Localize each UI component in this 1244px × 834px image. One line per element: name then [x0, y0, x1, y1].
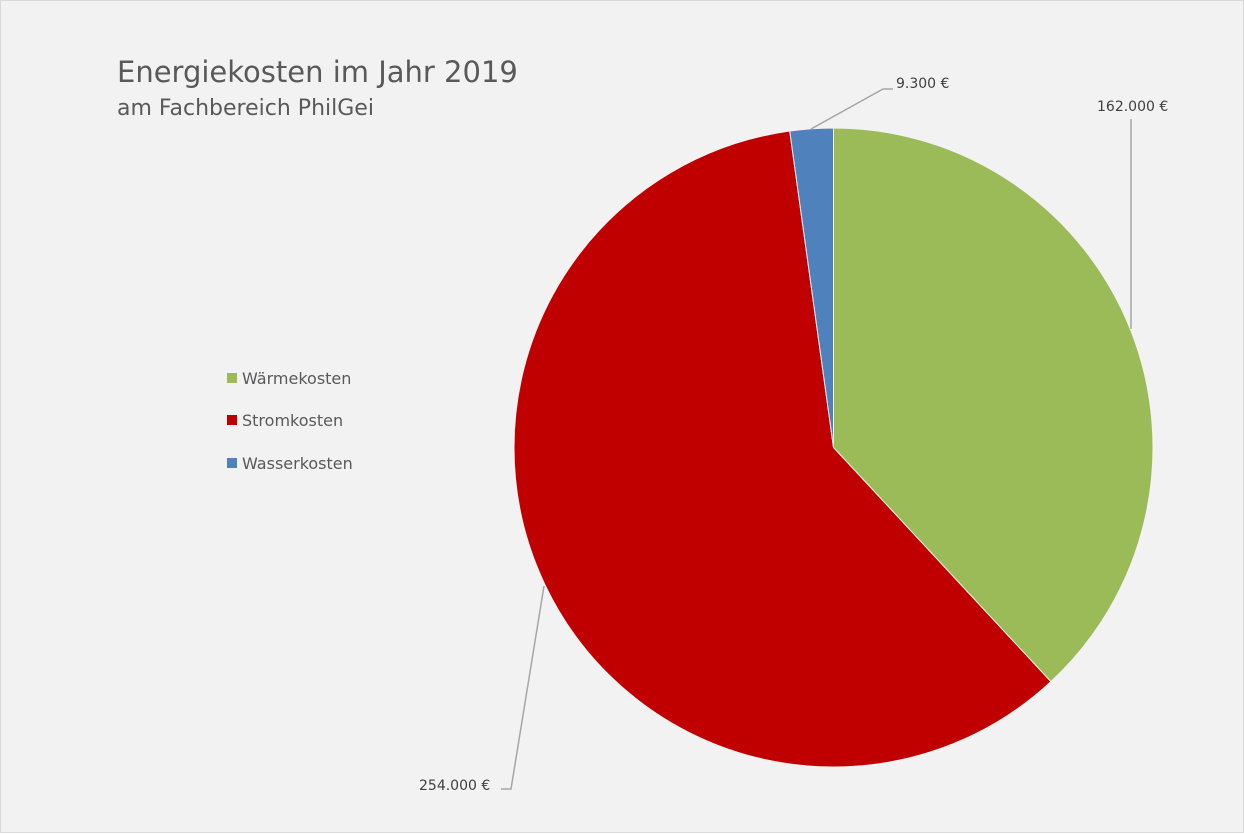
pie-slice-stromkosten	[513, 130, 1052, 768]
chart-title: Energiekosten im Jahr 2019	[117, 55, 518, 89]
legend-label-waermekosten: Wärmekosten	[242, 369, 351, 388]
legend: Wärmekosten Stromkosten Wasserkosten	[227, 369, 353, 473]
data-label-stromkosten: 254.000 €	[419, 778, 490, 794]
legend-swatch-wasserkosten	[227, 458, 237, 468]
leader-line-stromkosten	[501, 585, 545, 790]
legend-swatch-stromkosten	[227, 415, 237, 425]
legend-label-stromkosten: Stromkosten	[242, 411, 343, 430]
leader-line-wasserkosten	[810, 88, 893, 130]
chart-subtitle: am Fachbereich PhilGei	[117, 96, 374, 121]
pie-slice-waermekosten	[833, 127, 1154, 683]
legend-label-wasserkosten: Wasserkosten	[242, 454, 353, 473]
data-label-waermekosten: 162.000 €	[1097, 99, 1168, 115]
data-label-wasserkosten: 9.300 €	[896, 76, 949, 92]
legend-swatch-waermekosten	[227, 373, 237, 383]
pie-slices	[513, 127, 1154, 768]
